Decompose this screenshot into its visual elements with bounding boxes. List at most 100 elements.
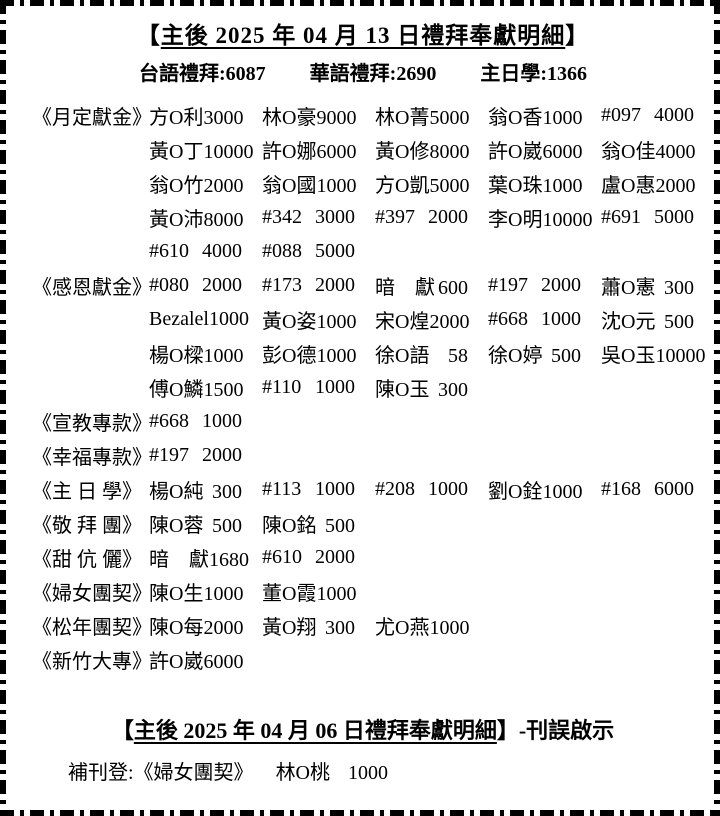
attendance-stat: 華語禮拜:2690 [309,63,437,85]
category-label: 《敬 拜 團》 [32,514,142,537]
donation-entry: 黃O沛 8000 [149,203,262,232]
donation-entry: 尤O燕 1000 [375,611,488,640]
donor-name: #173 [262,273,302,296]
table-row: 黃O丁 10000 許O娜 6000 黃O修 8000 許O崴 6000 翁O佳 4000 [32,132,695,166]
border-top [0,0,720,6]
donor-name: #113 [262,477,302,500]
donor-name: 盧O惠 [601,174,656,197]
erratum-title: 【主後 2025 年 04 月 06 日禮拜奉獻明細】-刊誤啟示 [32,716,694,746]
donor-name: #668 [149,409,189,432]
donation-amount: 1680 [209,548,249,571]
donation-entry: 暗 獻 1680 [149,543,262,572]
donation-amount: 500 [212,514,242,537]
donor-name: #080 [149,273,189,296]
donor-name: #342 [262,205,302,228]
donation-amount: 300 [438,378,468,401]
donor-name: 陳O蓉 [149,514,204,537]
report-title: 【主後 2025 年 04 月 13 日禮拜奉獻明細】 [32,20,694,52]
donor-name: 彭O德 [262,344,317,367]
donation-table: 《月定獻金》 方O利 3000 林O豪 9000 林O菁 5000 翁O香 1000 #097 40… [32,98,705,676]
bulletin-content: 【主後 2025 年 04 月 13 日禮拜奉獻明細】 台語禮拜:6087 華語禮… [6,6,714,810]
donation-amount: 500 [325,514,355,537]
table-row: 《婦女團契》 陳O生 1000 董O霞 1000 [32,574,694,608]
donation-amount: 300 [664,276,694,299]
donor-name: 蕭O憲 [601,276,656,299]
erratum-donation-amount: 1000 [348,762,389,784]
category-label: 《宣教專款》 [32,412,152,435]
donation-entry: #113 1000 [262,478,375,501]
donation-entry: 董O霞 1000 [262,577,375,606]
donation-amount: 10000 [655,344,706,367]
donation-amount: 4000 [654,103,694,126]
donation-amount: 600 [438,276,468,299]
donor-name: 徐O語 [375,344,430,367]
donation-amount: 1000 [202,409,242,432]
donor-name: 翁O香 [488,106,543,129]
donation-entry: #110 1000 [262,376,375,399]
donor-name: #610 [149,239,189,262]
donation-entry: #197 2000 [488,274,601,297]
table-row: 《主 日 學》 楊O純 300 #113 1000 #208 1000 劉O銓 1000 #168… [32,472,694,506]
donation-entry: 盧O惠 2000 [601,169,714,198]
donation-amount: 2000 [541,273,581,296]
donation-amount: 1000 [203,582,244,605]
donation-entry: 陳O玉 300 [375,373,488,402]
donation-entry: 李O明 10000 [488,203,601,232]
donation-entry: 楊O樑 1000 [149,339,262,368]
donor-name: #208 [375,477,415,500]
table-row: 傅O鱗 1500 #110 1000 陳O玉 300 [32,370,694,404]
border-bottom [0,810,720,816]
donation-entry: #080 2000 [149,274,262,297]
donation-amount: 1000 [542,480,583,503]
donation-amount: 2000 [315,273,355,296]
donor-name: 宋O煌 [375,310,430,333]
donor-name: 葉O珠 [488,174,543,197]
erratum-entry: 補刊登:《婦女團契》 林O桃 1000 [68,758,694,788]
donation-entry: 黃O修 8000 [375,135,488,164]
donor-name: 林O菁 [375,106,430,129]
donation-amount: 2000 [202,273,242,296]
donor-name: 楊O純 [149,480,204,503]
donation-amount: 1000 [316,582,357,605]
donor-name: 陳O生 [149,582,204,605]
donation-entry: #088 5000 [262,240,375,263]
donation-entry: 黃O姿 1000 [262,305,375,334]
donation-entry: #668 1000 [149,410,262,433]
donor-name: #088 [262,239,302,262]
donation-entry: #197 2000 [149,444,262,467]
donor-name: 尤O燕 [375,616,430,639]
donor-name: #168 [601,477,641,500]
donation-amount: 1000 [428,477,468,500]
donor-name: 傅O鱗 [149,378,204,401]
donor-name: #691 [601,205,641,228]
donation-amount: 5000 [429,174,470,197]
donation-entry: 方O利 3000 [149,101,262,130]
donation-entry: #610 2000 [262,546,375,569]
donation-entry: 許O崴 6000 [149,645,262,674]
donor-name: #097 [601,103,641,126]
donor-name: #110 [262,375,302,398]
donation-amount: 3000 [203,106,244,129]
donor-name: 黃O翔 [262,616,317,639]
donation-amount: 500 [664,310,694,333]
table-row: 《新竹大專》 許O崴 6000 [32,642,694,676]
donation-amount: 8000 [429,140,470,163]
donation-entry: 沈O元 500 [601,305,714,334]
category-label: 《新竹大專》 [32,650,152,673]
donor-name: 沈O元 [601,310,656,333]
donation-entry: 陳O每 2000 [149,611,262,640]
donor-name: #197 [149,443,189,466]
donation-amount: 2000 [203,174,244,197]
donation-entry: #342 3000 [262,206,375,229]
donation-amount: 1000 [541,307,581,330]
donation-entry: #610 4000 [149,240,262,263]
donation-entry: 翁O竹 2000 [149,169,262,198]
donor-name: 許O崴 [149,650,204,673]
donation-amount: 1000 [315,375,355,398]
donation-amount: 300 [212,480,242,503]
border-right [714,0,720,816]
donor-name: 董O霞 [262,582,317,605]
attendance-stats: 台語禮拜:6087 華語禮拜:2690 主日學:1366 [32,61,694,88]
donation-amount: 6000 [203,650,244,673]
donation-amount: 5000 [315,239,355,262]
